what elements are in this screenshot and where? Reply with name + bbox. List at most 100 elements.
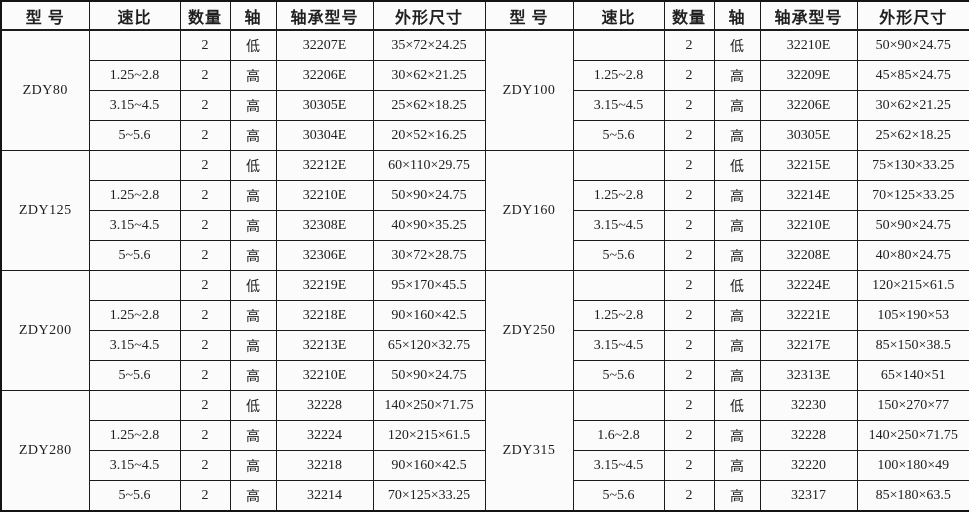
dims-cell: 85×180×63.5 [856,480,969,512]
qty-cell: 2 [663,330,715,361]
dims-cell: 45×85×24.75 [856,60,969,91]
qty-cell: 2 [179,120,231,151]
ratio-cell [572,270,665,301]
dims-cell: 120×215×61.5 [372,420,486,451]
dims-cell: 140×250×71.75 [856,420,969,451]
table-row: 5~5.6 2 高 32306E 30×72×28.75 5~5.6 2 高 32208E 40×… [1,240,969,271]
dims-cell: 50×90×24.75 [856,210,969,241]
bearing-cell: 32306E [275,240,374,271]
dims-cell: 100×180×49 [856,450,969,481]
dims-cell: 60×110×29.75 [372,150,486,181]
model-cell: ZDY200 [0,270,90,391]
qty-cell: 2 [179,420,231,451]
ratio-cell: 3.15~4.5 [572,210,665,241]
ratio-cell: 5~5.6 [88,240,181,271]
ratio-cell: 3.15~4.5 [88,90,181,121]
table-row: ZDY125 2 低 32212E 60×110×29.75 ZDY160 2 低 32215E… [0,150,969,271]
spec-table-body: ZDY80 2 低 32207E 35×72×24.25 ZDY100 2 低 32210E 50… [0,29,969,512]
table-header: 型 号 速比 数量 轴 轴承型号 外形尺寸 型 号 速比 数量 轴 轴承型号 外… [0,0,969,31]
qty-cell: 2 [179,270,231,301]
table-row: 3.15~4.5 2 高 32213E 65×120×32.75 3.15~4.5 2 高 32… [1,330,969,361]
bearing-cell: 32313E [759,360,858,391]
model-cell: ZDY80 [0,29,90,151]
ratio-cell: 1.25~2.8 [572,60,665,91]
bearing-cell: 32221E [759,300,858,331]
shaft-cell: 高 [229,420,277,451]
ratio-cell [88,150,181,181]
qty-cell: 2 [663,150,715,181]
header-row: 型 号 速比 数量 轴 轴承型号 外形尺寸 型 号 速比 数量 轴 轴承型号 外… [0,0,969,31]
bearing-cell: 32206E [275,60,374,91]
shaft-cell: 高 [713,90,761,121]
qty-cell: 2 [179,29,231,61]
bearing-cell: 32219E [275,270,374,301]
bearing-cell: 30304E [275,120,374,151]
dims-cell: 95×170×45.5 [372,270,486,301]
bearing-cell: 32220 [759,450,858,481]
shaft-cell: 高 [713,210,761,241]
shaft-cell: 高 [229,180,277,211]
bearing-cell: 32206E [759,90,858,121]
ratio-cell: 5~5.6 [88,480,181,512]
qty-cell: 2 [663,120,715,151]
qty-cell: 2 [179,360,231,391]
qty-cell: 2 [663,240,715,271]
bearing-cell: 32217E [759,330,858,361]
qty-cell: 2 [663,29,715,61]
qty-cell: 2 [663,360,715,391]
bearing-cell: 32308E [275,210,374,241]
qty-cell: 2 [663,270,715,301]
bearing-cell: 32213E [275,330,374,361]
col-header-ratio-left: 速比 [88,0,181,31]
shaft-cell: 低 [229,150,277,181]
ratio-cell: 1.25~2.8 [572,180,665,211]
ratio-cell: 5~5.6 [88,360,181,391]
qty-cell: 2 [179,150,231,181]
qty-cell: 2 [179,240,231,271]
ratio-cell: 5~5.6 [88,120,181,151]
ratio-cell [572,150,665,181]
ratio-cell: 5~5.6 [572,120,665,151]
ratio-cell: 1.25~2.8 [88,60,181,91]
shaft-cell: 高 [713,420,761,451]
bearing-cell: 32209E [759,60,858,91]
col-header-model-left: 型 号 [0,0,90,31]
ratio-cell: 1.25~2.8 [88,180,181,211]
table-row: ZDY200 2 低 32219E 95×170×45.5 ZDY250 2 低 32224E 1… [0,270,969,391]
bearing-cell: 32210E [275,360,374,391]
bearing-cell: 32210E [759,210,858,241]
qty-cell: 2 [663,60,715,91]
dims-cell: 105×190×53 [856,300,969,331]
qty-cell: 2 [663,420,715,451]
qty-cell: 2 [179,210,231,241]
bearing-cell: 32218E [275,300,374,331]
shaft-cell: 低 [713,150,761,181]
dims-cell: 65×140×51 [856,360,969,391]
shaft-cell: 高 [229,120,277,151]
bearing-cell: 32210E [275,180,374,211]
shaft-cell: 高 [229,480,277,512]
dims-cell: 85×150×38.5 [856,330,969,361]
dims-cell: 150×270×77 [856,390,969,421]
dims-cell: 70×125×33.25 [372,480,486,512]
col-header-model-right: 型 号 [484,0,574,31]
bearing-cell: 32218 [275,450,374,481]
bearing-cell: 32215E [759,150,858,181]
ratio-cell: 1.25~2.8 [572,300,665,331]
ratio-cell: 1.6~2.8 [572,420,665,451]
bearing-cell: 32207E [275,29,374,61]
qty-cell: 2 [179,180,231,211]
bearing-cell: 32224E [759,270,858,301]
ratio-cell: 1.25~2.8 [88,300,181,331]
ratio-cell [572,29,665,61]
bearing-cell: 32317 [759,480,858,512]
table-row: ZDY280 2 低 32228 140×250×71.75 ZDY315 2 低 32230 1… [0,390,969,512]
bearing-cell: 32214 [275,480,374,512]
model-cell: ZDY280 [0,390,90,512]
qty-cell: 2 [663,180,715,211]
shaft-cell: 高 [713,60,761,91]
bearing-cell: 32210E [759,29,858,61]
bearing-cell: 32224 [275,420,374,451]
model-cell: ZDY315 [484,390,574,512]
